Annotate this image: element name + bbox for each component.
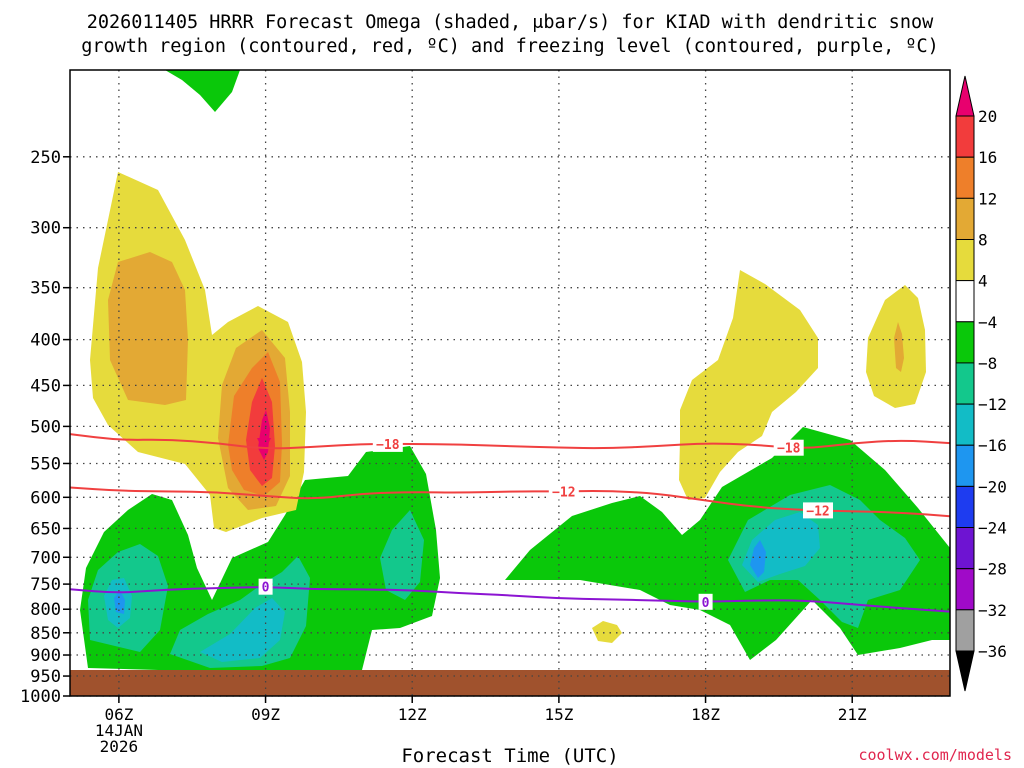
colorbar-band	[955, 280, 975, 323]
colorbar-band	[955, 568, 975, 611]
chart-title-line1: 2026011405 HRRR Forecast Omega (shaded, …	[87, 12, 934, 33]
colorbar-label: −24	[978, 519, 1007, 538]
colorbar-label: 4	[978, 272, 988, 291]
contour-label-bg	[803, 502, 833, 519]
omega-region-blue-a	[114, 590, 125, 614]
colorbar-band	[955, 485, 975, 529]
y-tick-label: 250	[30, 148, 61, 168]
x-tick-label: 18Z	[691, 705, 720, 724]
y-tick-label: 950	[30, 667, 61, 687]
ground-band	[70, 670, 950, 696]
x-year-label: 2026	[100, 737, 139, 756]
colorbar-band	[955, 197, 975, 241]
colorbar-band	[955, 403, 975, 446]
y-tick-label: 350	[30, 279, 61, 299]
colorbar-label: 12	[978, 189, 997, 208]
y-tick-label: 1000	[20, 687, 61, 707]
omega-region-blue-b	[750, 540, 766, 578]
y-tick-label: 300	[30, 219, 61, 239]
x-tick-label: 09Z	[251, 705, 280, 724]
colorbar-label: −36	[978, 642, 1007, 661]
colorbar-band	[955, 527, 975, 570]
y-axis: 2503003504004505005506006507007508008509…	[20, 148, 70, 707]
omega-region-yellow-small	[592, 621, 622, 643]
colorbar-label: −8	[978, 354, 997, 373]
x-axis-label: Forecast Time (UTC)	[401, 745, 618, 767]
omega-max-marker	[257, 438, 271, 452]
credit-link[interactable]: coolwx.com/models	[858, 746, 1012, 764]
grid	[70, 70, 950, 697]
chart-title-line2: growth region (contoured, red, ºC) and f…	[81, 36, 939, 57]
colorbar-label: −32	[978, 601, 1007, 620]
contour-label-bg	[548, 483, 579, 500]
y-tick-label: 750	[30, 575, 61, 595]
contour-line--12	[69, 486, 951, 518]
colorbar-band	[955, 609, 975, 652]
x-tick-label: 12Z	[398, 705, 427, 724]
colorbar-band	[955, 115, 975, 158]
contour-label-bg	[372, 435, 403, 452]
colorbar: 20 16 12 8 4 −4 −8 −12 −16 −20 −24 −28 −32 −36	[955, 75, 1007, 692]
contour-label-bg	[698, 593, 713, 610]
x-tick-label: 06Z	[104, 705, 133, 724]
colorbar-label: 8	[978, 231, 988, 250]
omega-region-gold-left	[108, 252, 188, 405]
y-tick-label: 550	[30, 455, 61, 475]
x-tick-label: 21Z	[838, 705, 867, 724]
contour-label-bg	[258, 578, 273, 595]
colorbar-band	[955, 156, 975, 199]
y-tick-label: 600	[30, 488, 61, 508]
colorbar-label: −12	[978, 395, 1007, 414]
omega-region-cyan-left2	[200, 598, 285, 662]
omega-region-gold-right	[894, 322, 904, 372]
colorbar-band	[955, 362, 975, 405]
contour-label-bg	[773, 439, 804, 456]
y-tick-label: 800	[30, 600, 61, 620]
plot-frame	[69, 69, 951, 697]
contour-label: −12	[806, 504, 829, 519]
contour-label: 0	[702, 596, 710, 611]
y-tick-label: 850	[30, 624, 61, 644]
colorbar-band	[955, 239, 975, 282]
y-tick-label: 900	[30, 646, 61, 666]
omega-region-yellow-right1	[679, 270, 818, 500]
contour-line-0	[69, 586, 951, 613]
y-tick-label: 650	[30, 519, 61, 539]
omega-region-green-left	[80, 446, 440, 672]
colorbar-label: −20	[978, 477, 1007, 496]
contour-label: −18	[777, 442, 801, 457]
omega-shading	[80, 70, 950, 672]
colorbar-label: 16	[978, 148, 997, 167]
colorbar-bottom-arrow	[955, 650, 975, 692]
y-tick-label: 700	[30, 548, 61, 568]
x-tick-label: 15Z	[544, 705, 573, 724]
colorbar-band	[955, 444, 975, 487]
omega-region-teal-center	[380, 510, 424, 600]
x-date-label: 14JAN	[95, 721, 143, 740]
contours: −18 −18 −12 −12 0 0	[69, 433, 951, 613]
colorbar-label: −16	[978, 436, 1007, 455]
contour-label: −18	[376, 438, 400, 453]
y-tick-label: 500	[30, 417, 61, 437]
colorbar-label: 20	[978, 107, 997, 126]
contour-label: 0	[262, 581, 270, 596]
y-tick-label: 450	[30, 376, 61, 396]
colorbar-band	[955, 321, 975, 364]
y-tick-label: 400	[30, 331, 61, 351]
omega-region-green-top	[165, 70, 240, 112]
contour-label: −12	[552, 485, 575, 500]
colorbar-label: −4	[978, 313, 997, 332]
colorbar-label: −28	[978, 560, 1007, 579]
